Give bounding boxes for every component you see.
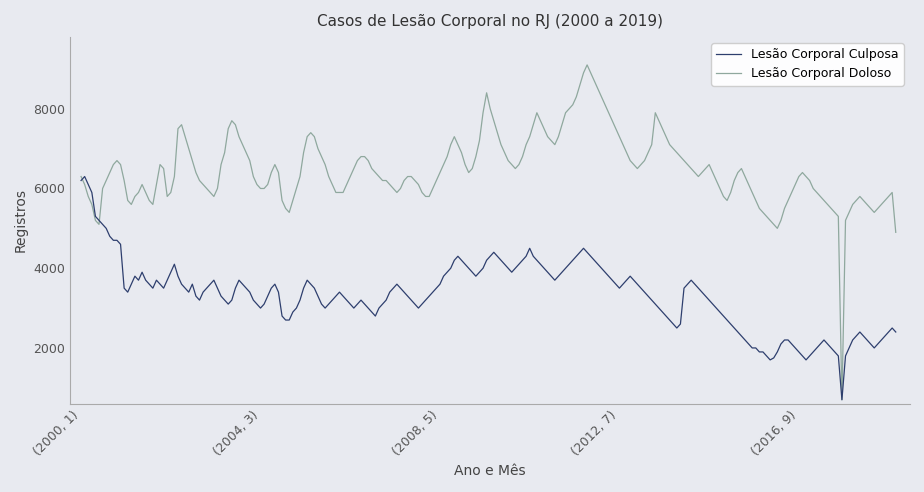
Lesão Corporal Doloso — [76, 174, 87, 180]
Lesão Corporal Doloso — [686, 166, 697, 172]
Lesão Corporal Doloso — [581, 62, 592, 68]
Lesão Corporal Culposa — [722, 317, 733, 323]
Lesão Corporal Doloso — [280, 206, 291, 212]
Lesão Corporal Doloso — [722, 197, 733, 203]
Lesão Corporal Culposa — [607, 277, 618, 283]
Lesão Corporal Culposa — [79, 174, 91, 180]
Line: Lesão Corporal Culposa: Lesão Corporal Culposa — [81, 177, 895, 400]
Line: Lesão Corporal Doloso: Lesão Corporal Doloso — [81, 65, 895, 400]
X-axis label: Ano e Mês: Ano e Mês — [455, 464, 526, 478]
Lesão Corporal Culposa — [76, 178, 87, 184]
Lesão Corporal Culposa — [686, 277, 697, 283]
Legend: Lesão Corporal Culposa, Lesão Corporal Doloso: Lesão Corporal Culposa, Lesão Corporal D… — [711, 43, 904, 86]
Lesão Corporal Doloso — [836, 397, 847, 403]
Lesão Corporal Doloso — [284, 210, 295, 215]
Lesão Corporal Doloso — [890, 229, 901, 235]
Lesão Corporal Doloso — [607, 118, 618, 123]
Lesão Corporal Culposa — [287, 309, 298, 315]
Lesão Corporal Culposa — [836, 397, 847, 403]
Lesão Corporal Culposa — [890, 329, 901, 335]
Title: Casos de Lesão Corporal no RJ (2000 a 2019): Casos de Lesão Corporal no RJ (2000 a 20… — [317, 14, 663, 29]
Lesão Corporal Culposa — [284, 317, 295, 323]
Lesão Corporal Doloso — [775, 217, 786, 223]
Y-axis label: Registros: Registros — [14, 188, 28, 252]
Lesão Corporal Culposa — [775, 341, 786, 347]
